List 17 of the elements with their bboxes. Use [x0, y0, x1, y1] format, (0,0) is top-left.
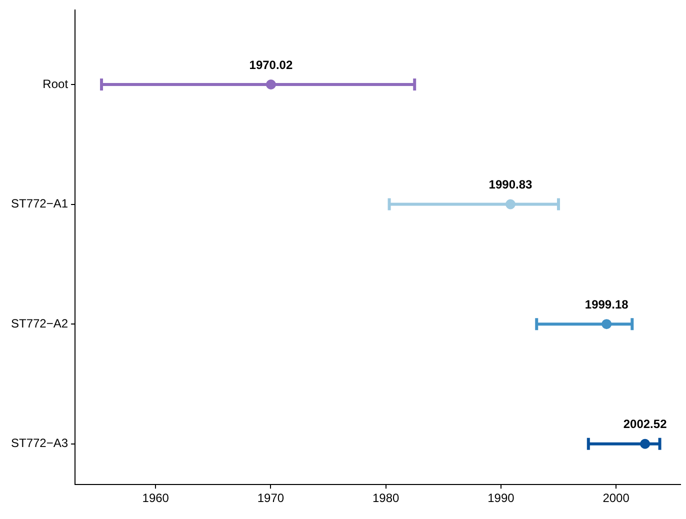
x-tick-label: 2000 [602, 491, 630, 506]
y-tick-label: Root [42, 76, 69, 91]
x-tick-label: 1960 [142, 491, 170, 506]
data-label: 1990.83 [488, 178, 532, 192]
x-tick-label: 1970 [257, 491, 284, 506]
data-label: 1970.02 [249, 58, 293, 72]
y-tick-label: ST772−A3 [10, 436, 68, 450]
point [505, 199, 516, 210]
y-tick-label: ST772−A2 [10, 316, 68, 330]
point [640, 438, 650, 449]
point [266, 79, 276, 90]
data-label: 1999.18 [584, 297, 629, 312]
y-tick-label: ST772−A1 [10, 196, 68, 211]
x-tick-label: 1980 [372, 491, 400, 506]
x-tick-label: 1990 [488, 491, 515, 506]
point [602, 319, 612, 330]
data-label: 2002.52 [623, 417, 668, 432]
